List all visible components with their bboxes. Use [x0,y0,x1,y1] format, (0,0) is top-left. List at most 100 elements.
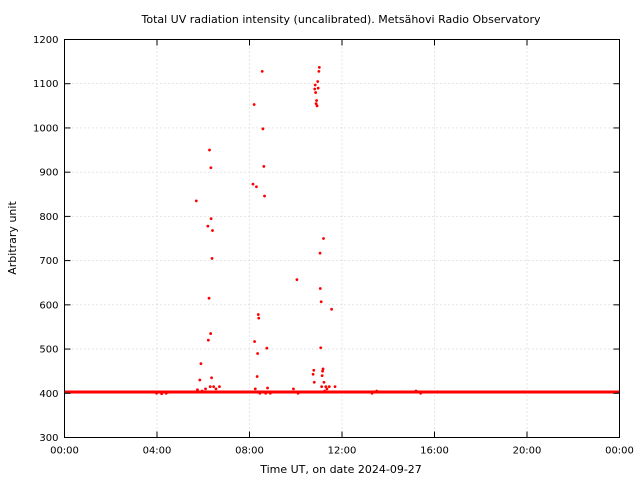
y-tick-label: 1100 [33,79,58,90]
x-axis-label: Time UT, on date 2024-09-27 [259,463,422,476]
data-point [265,346,269,350]
data-point [292,387,295,391]
y-tick-label: 500 [39,345,58,356]
data-point [199,362,203,366]
data-point [327,385,331,389]
data-point [210,376,213,380]
x-tick-label: 20:00 [513,446,542,457]
data-point [218,385,221,389]
data-point [266,386,269,390]
data-point [317,65,321,69]
data-point [160,392,164,396]
data-point [333,385,337,389]
data-point [318,251,322,255]
data-point [323,389,327,393]
data-point [256,313,260,316]
data-point [214,387,218,391]
x-tick-label: 04:00 [143,446,172,457]
data-point [208,385,212,389]
data-point [155,391,158,395]
x-tick-label: 00:00 [605,446,634,457]
data-point [208,148,211,152]
data-point [320,374,324,377]
data-point [253,340,256,343]
data-point [414,389,418,393]
data-point [211,229,214,232]
data-point [370,391,374,395]
data-point [295,278,299,282]
data-point [320,385,324,389]
data-point [198,378,202,382]
x-tick-label: 08:00 [235,446,264,457]
data-point [204,387,207,391]
data-point [261,127,265,131]
x-tick-label: 16:00 [420,446,449,457]
data-point [212,385,216,389]
data-point [319,300,323,304]
data-point [255,375,259,378]
y-tick-label: 600 [39,300,58,311]
grid [64,39,620,438]
data-point [313,83,317,87]
data-point [164,391,168,395]
data-point [314,91,318,94]
data-point [263,194,266,198]
data-point [330,307,333,311]
data-point [206,224,210,228]
data-point [314,102,318,106]
y-tick-label: 300 [39,433,58,444]
y-axis-label: Arbitrary unit [6,201,19,275]
data-point [318,287,322,290]
data-point [252,103,256,106]
data-point [296,391,300,395]
data-point [255,185,258,189]
data-point [268,391,272,395]
data-point [322,380,326,384]
data-point [324,385,328,389]
data-point [316,86,320,90]
data-point [209,166,213,170]
data-point [196,388,199,392]
y-tick-label: 1200 [33,35,58,46]
data-point [210,257,214,260]
data-point [206,338,210,342]
data-point [319,346,323,350]
data-layer [64,65,620,396]
data-point [260,69,264,73]
data-point [253,387,257,391]
data-point [325,387,329,391]
data-point [207,296,211,300]
chart-title: Total UV radiation intensity (uncalibrat… [141,13,541,26]
data-point [209,217,213,221]
data-point [322,237,325,240]
y-tick-label: 700 [39,256,58,267]
data-point [317,69,321,73]
data-point [313,87,317,91]
data-point [315,99,318,102]
data-point [375,389,379,393]
data-point [256,352,259,355]
data-point [315,104,319,108]
data-point [257,316,261,320]
data-point [316,80,320,83]
data-point [311,372,315,376]
data-point [251,182,255,186]
data-point [419,391,423,395]
plot-frame [64,39,620,438]
y-tick-label: 400 [39,389,58,400]
data-point [312,380,316,384]
data-point [194,199,198,203]
data-point [321,367,325,371]
data-point [258,391,262,395]
data-point [264,391,268,395]
data-point [209,332,213,335]
y-tick-label: 800 [39,212,58,223]
y-tick-label: 1000 [33,123,58,134]
x-tick-label: 00:00 [50,446,79,457]
data-point [262,165,266,168]
data-point [321,369,324,373]
data-point [312,368,316,372]
x-tick-label: 12:00 [328,446,357,457]
